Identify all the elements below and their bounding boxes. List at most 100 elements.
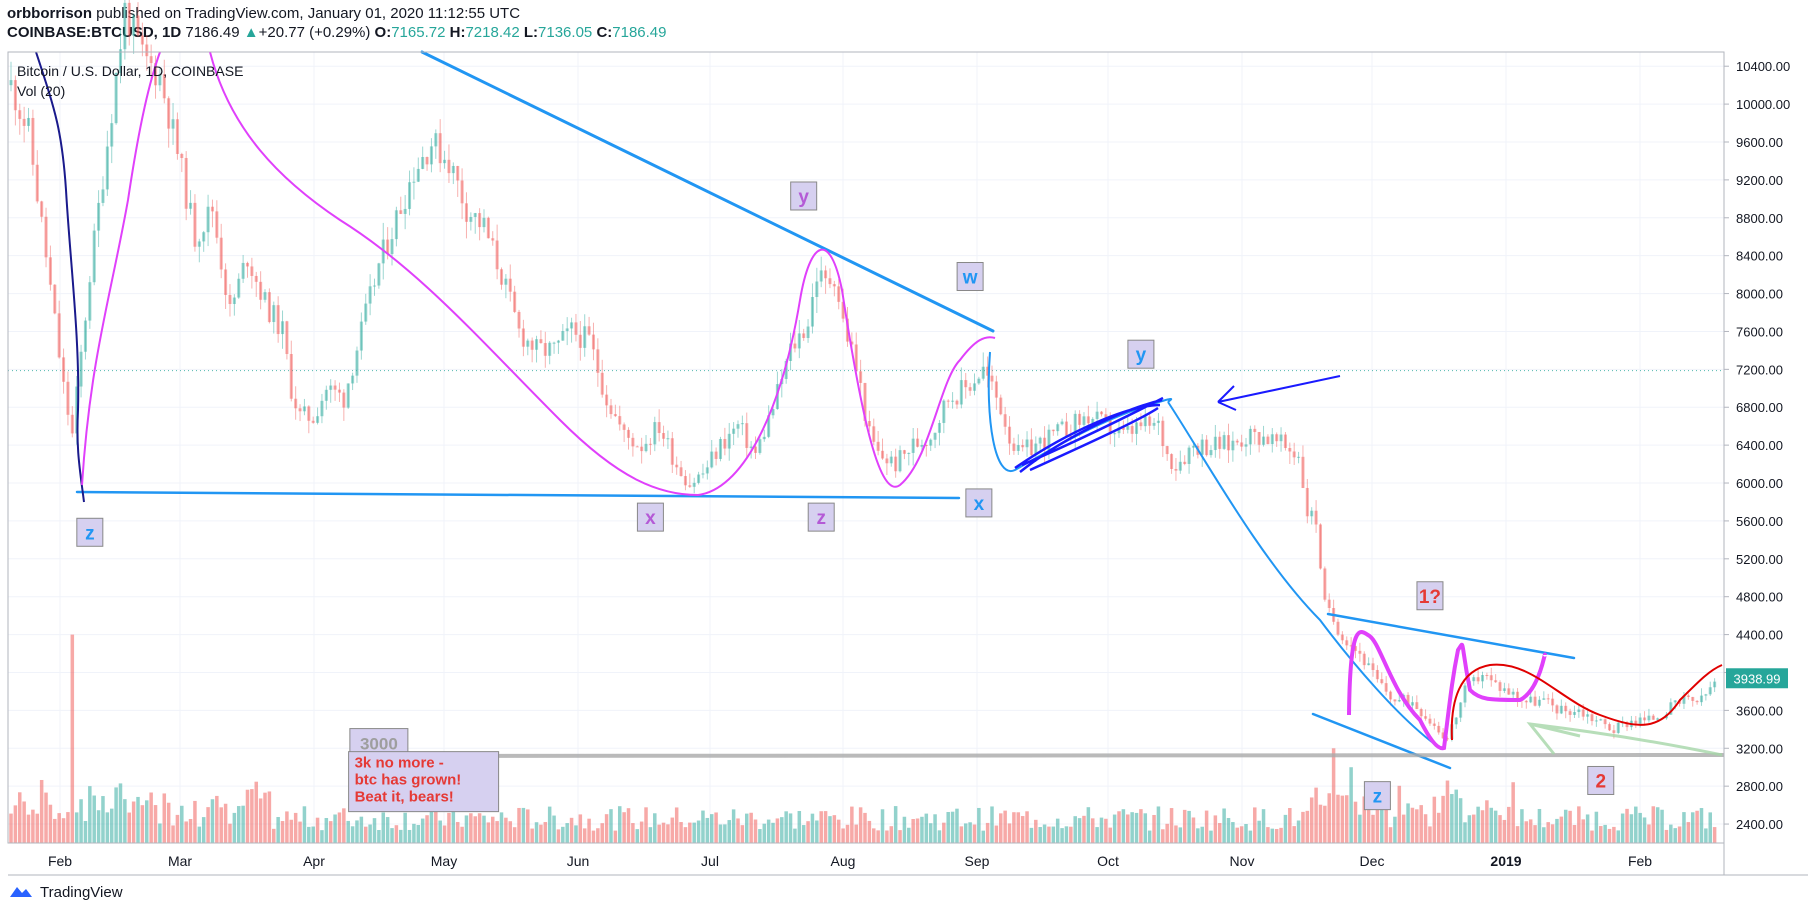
volume-bar	[1375, 807, 1380, 843]
volume-bar	[1130, 812, 1134, 843]
volume-bar	[1581, 819, 1585, 843]
volume-bar	[876, 830, 880, 843]
candle-body	[824, 270, 828, 279]
volume-bar	[845, 824, 850, 843]
volume-bar	[1104, 818, 1108, 843]
volume-bar	[670, 817, 675, 843]
volume-bar	[841, 828, 845, 843]
candle-body	[605, 394, 609, 406]
volume-bar	[801, 825, 806, 843]
candle-body	[250, 266, 254, 276]
candle-body	[1279, 434, 1283, 442]
volume-bar	[723, 824, 727, 843]
candle-body	[1485, 675, 1489, 677]
candle-body	[241, 262, 245, 279]
volume-bar	[1016, 812, 1021, 843]
candle-body	[316, 416, 320, 423]
chart-grid	[8, 52, 1724, 843]
volume-bar	[771, 822, 775, 843]
candle-body	[1152, 422, 1156, 426]
volume-bar	[263, 792, 267, 843]
candle-body	[1441, 732, 1445, 739]
candle-body	[9, 80, 13, 86]
volume-bar	[206, 807, 210, 843]
volume-bar	[1283, 814, 1288, 843]
y-tick-label: 7200.00	[1736, 362, 1783, 377]
volume-bar	[455, 821, 460, 843]
candle-body	[394, 210, 398, 240]
volume-bar	[1436, 812, 1441, 843]
volume-bar	[114, 787, 118, 843]
volume-bar	[1410, 807, 1415, 843]
annotation-label: w	[962, 268, 978, 289]
annotation-box	[1416, 581, 1444, 611]
volume-bar	[569, 817, 574, 843]
candle-body	[972, 383, 977, 391]
candle-body	[57, 313, 61, 358]
volume-bar	[342, 808, 346, 843]
candle-body	[657, 422, 661, 434]
brand[interactable]: TradingView	[40, 883, 123, 901]
y-tick-label: 6400.00	[1736, 438, 1783, 453]
candle-body	[1200, 439, 1204, 455]
candle-body	[1345, 640, 1349, 646]
volume-bar	[1305, 810, 1310, 843]
volume-bar	[390, 828, 394, 843]
volume-bar	[674, 807, 679, 843]
candle-body	[22, 118, 26, 126]
candle-body	[1283, 434, 1287, 449]
volume-bar	[1055, 818, 1060, 843]
candle-body	[1507, 688, 1511, 695]
volume-bar	[609, 809, 613, 843]
volume-bar	[1655, 807, 1660, 843]
candle-body	[1542, 698, 1546, 700]
close-label: C:	[596, 24, 613, 41]
volume-bar	[131, 801, 136, 843]
author[interactable]: orbborrison	[7, 5, 92, 22]
volume-bar	[587, 818, 591, 843]
candle-body	[88, 282, 92, 321]
volume-bar	[1533, 825, 1537, 843]
volume-bar	[692, 822, 696, 843]
candle-body	[451, 165, 455, 174]
candle-body	[648, 443, 652, 445]
volume-bar	[136, 796, 140, 843]
candle-body	[412, 181, 416, 183]
candle-body	[280, 321, 285, 335]
volume-bar	[1708, 812, 1712, 843]
candle-body	[565, 328, 569, 332]
candle-body	[749, 446, 753, 448]
volume-bar	[740, 825, 745, 843]
candle-body	[189, 202, 193, 209]
candle-body	[1564, 705, 1568, 712]
annotation-label: z	[1373, 787, 1383, 808]
candle-body	[1480, 675, 1485, 682]
volume-bar	[92, 795, 96, 843]
volume-bar	[1594, 811, 1599, 843]
volume-bar	[57, 813, 61, 843]
y-tick-label: 4800.00	[1736, 590, 1783, 605]
candle-body	[841, 301, 845, 319]
volume-bar	[1362, 796, 1367, 843]
candle-body	[35, 164, 39, 202]
volume-bar	[1480, 810, 1485, 843]
volume-bar	[1073, 816, 1077, 843]
candle-body	[727, 433, 731, 449]
volume-bar	[561, 826, 565, 843]
candle-body	[1603, 719, 1607, 725]
volume-bar	[718, 824, 723, 843]
candle-body	[1397, 699, 1401, 702]
candle-body	[964, 380, 968, 388]
candle-body	[1673, 700, 1677, 703]
wedge-upper-line	[1326, 612, 1576, 660]
candle-body	[1511, 691, 1515, 695]
candle-body	[70, 414, 74, 434]
volume-bar	[1677, 826, 1682, 843]
volume-bar	[863, 812, 867, 843]
candle-body	[924, 444, 928, 446]
volume-bar	[254, 781, 259, 843]
series-title: Bitcoin / U.S. Dollar, 1D, COINBASE	[17, 63, 243, 79]
candle-body	[1099, 411, 1104, 415]
candle-body	[1568, 711, 1572, 715]
